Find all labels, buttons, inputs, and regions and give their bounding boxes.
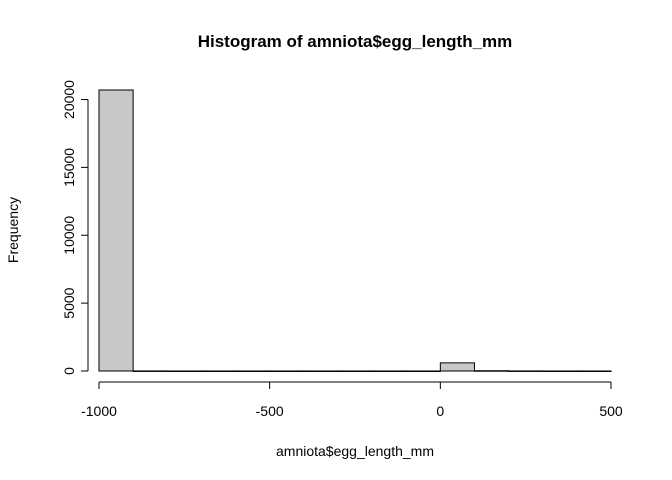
y-tick-label: 15000 bbox=[61, 148, 77, 187]
histogram-bar bbox=[439, 362, 475, 372]
histogram-bar bbox=[200, 370, 237, 372]
y-tick-label: 0 bbox=[61, 367, 77, 375]
x-tick-label: -1000 bbox=[81, 403, 117, 419]
x-tick-label: 500 bbox=[599, 403, 623, 419]
histogram-bar bbox=[508, 370, 544, 372]
histogram-bar bbox=[405, 370, 441, 372]
y-tick-label: 5000 bbox=[61, 287, 77, 318]
histogram-bar bbox=[473, 370, 510, 372]
histogram-bar bbox=[303, 370, 339, 372]
x-tick-label: 0 bbox=[436, 403, 444, 419]
histogram-bar bbox=[371, 370, 407, 372]
y-tick-label: 10000 bbox=[61, 216, 77, 255]
y-axis: 0 5000 10000 15000 20000 bbox=[61, 80, 89, 375]
x-axis-label: amniota$egg_length_mm bbox=[276, 443, 434, 459]
bars-group bbox=[98, 89, 612, 372]
histogram-bar bbox=[542, 370, 578, 372]
y-tick-label: 20000 bbox=[61, 80, 77, 119]
histogram-bar bbox=[337, 370, 373, 372]
chart-title: Histogram of amniota$egg_length_mm bbox=[198, 32, 513, 51]
histogram-bar bbox=[166, 370, 202, 372]
histogram-bar bbox=[269, 370, 305, 372]
histogram-bar bbox=[235, 370, 271, 372]
histogram-bar bbox=[132, 370, 168, 372]
x-axis: -1000 -500 0 500 bbox=[81, 381, 623, 419]
histogram-bar bbox=[98, 89, 134, 372]
histogram-bar bbox=[576, 370, 612, 372]
x-tick-label: -500 bbox=[256, 403, 284, 419]
y-axis-label: Frequency bbox=[5, 197, 21, 263]
